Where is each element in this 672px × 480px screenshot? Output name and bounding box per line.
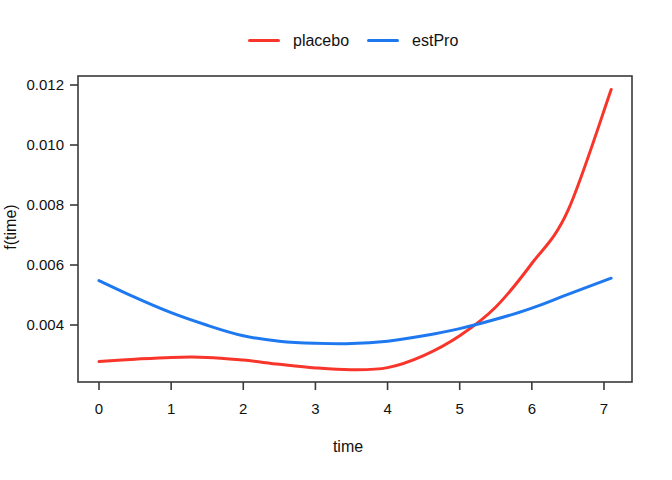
estpro-curve [99, 278, 611, 344]
figure: placebo estPro 01234567 0.0040.0060.0080… [0, 0, 672, 480]
estpro-line-swatch [367, 39, 399, 43]
y-tick-label: 0.008 [26, 196, 64, 213]
y-tick-label: 0.012 [26, 76, 64, 93]
x-tick-label: 3 [311, 400, 319, 417]
x-tick-label: 7 [600, 400, 608, 417]
y-axis-ticks: 0.004 0.006 0.008 0.010 0.012 [26, 76, 78, 333]
legend-label-placebo: placebo [293, 32, 349, 49]
placebo-curve [99, 90, 611, 370]
x-tick-label: 4 [383, 400, 391, 417]
legend-item-estpro: estPro [367, 32, 458, 49]
legend-label-estpro: estPro [412, 32, 458, 49]
x-axis-title: time [333, 438, 363, 455]
x-axis-ticks: 0 1 2 3 4 5 6 7 [95, 382, 608, 417]
y-axis-title: f(time) [2, 204, 19, 249]
plot-frame [78, 76, 632, 382]
y-tick-label: 0.004 [26, 316, 64, 333]
x-tick-label: 6 [528, 400, 536, 417]
legend: placebo estPro [248, 32, 458, 49]
legend-item-placebo: placebo [248, 32, 349, 49]
plot-canvas: 01234567 0.0040.0060.0080.0100.012 time … [0, 0, 672, 480]
x-tick-label: 2 [239, 400, 247, 417]
x-tick-label: 1 [167, 400, 175, 417]
placebo-line-swatch [248, 39, 280, 43]
x-tick-label: 0 [95, 400, 103, 417]
y-tick-label: 0.006 [26, 256, 64, 273]
x-tick-label: 5 [456, 400, 464, 417]
y-tick-label: 0.010 [26, 136, 64, 153]
